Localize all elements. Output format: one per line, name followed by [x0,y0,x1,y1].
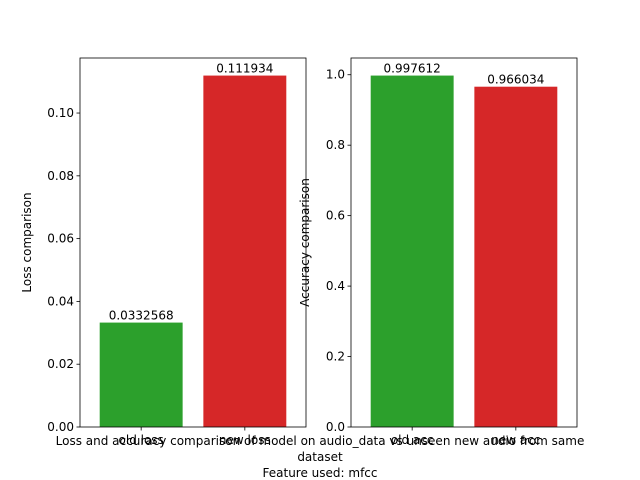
y-tick-label: 0.00 [47,420,74,434]
y-tick-label: 0.4 [326,279,345,293]
y-tick-label: 0.08 [47,169,74,183]
y-tick-label: 0.6 [326,209,345,223]
caption-line-1: Loss and accuracy comparison of model on… [56,434,585,448]
caption-line-3: Feature used: mfcc [263,466,378,480]
y-tick-label: 0.8 [326,138,345,152]
y-tick-label: 0.06 [47,232,74,246]
bar-old-loss [99,322,183,427]
y-tick-label: 0.10 [47,106,74,120]
bar-value-label: 0.997612 [384,62,441,76]
bar-old-acc [370,75,454,427]
figure-caption: Loss and accuracy comparison of model on… [56,434,585,480]
y-axis-label: Loss comparison [20,192,34,292]
x-tick-label: old acc [391,433,434,447]
bar-value-label: 0.111934 [216,62,273,76]
caption-line-2: dataset [297,450,343,464]
bar-value-label: 0.0332568 [109,309,174,323]
bar-new-acc [474,86,558,427]
y-tick-label: 0.02 [47,357,74,371]
y-tick-label: 0.2 [326,350,345,364]
x-tick-label: new loss [219,433,271,447]
x-tick-label: old loss [119,433,164,447]
y-axis-label: Accuracy comparison [298,178,312,307]
bar-value-label: 0.966034 [487,73,544,87]
accuracy-comparison-panel: 0.997612 0.966034 0.0 0.2 0.4 0.6 0.8 1.0 old ac… [298,57,578,447]
axes-frame [79,57,307,428]
y-tick-label: 0.0 [326,420,345,434]
axes-frame [350,57,578,428]
y-tick-label: 0.04 [47,294,74,308]
bar-new-loss [203,75,287,427]
loss-comparison-panel: 0.0332568 0.111934 0.00 0.02 0.04 0.06 0.08 0.1… [20,57,307,447]
y-tick-label: 1.0 [326,68,345,82]
x-tick-label: new acc [491,433,540,447]
